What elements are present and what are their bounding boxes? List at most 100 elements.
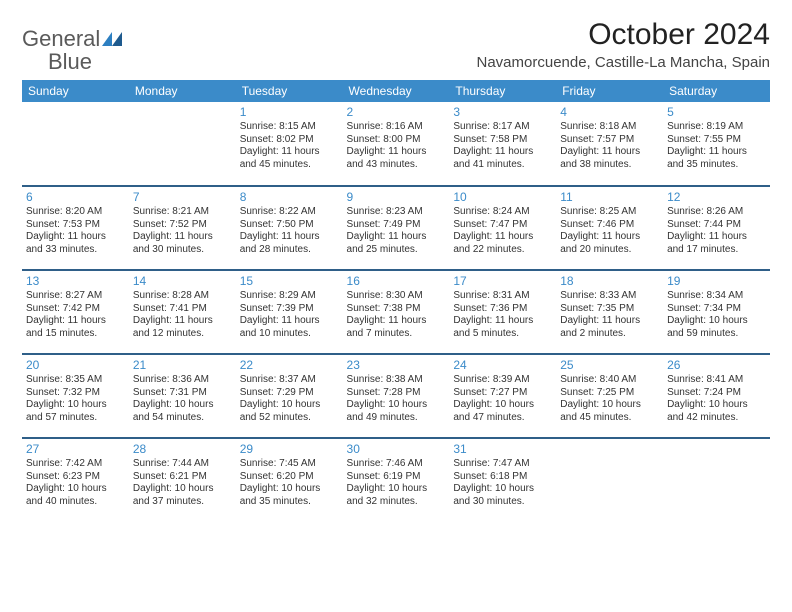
daylight-line: Daylight: 11 hours and 33 minutes. [26, 231, 125, 256]
day-number: 22 [240, 358, 339, 373]
calendar-day-cell: 25Sunrise: 8:40 AMSunset: 7:25 PMDayligh… [556, 354, 663, 438]
day-number: 21 [133, 358, 232, 373]
sunset-line: Sunset: 7:24 PM [667, 387, 766, 400]
day-number: 24 [453, 358, 552, 373]
sunrise-line: Sunrise: 7:44 AM [133, 458, 232, 471]
day-number: 8 [240, 190, 339, 205]
sunrise-line: Sunrise: 8:38 AM [347, 374, 446, 387]
day-number: 23 [347, 358, 446, 373]
calendar-empty-cell [129, 102, 236, 186]
day-header: Wednesday [343, 80, 450, 102]
day-header: Sunday [22, 80, 129, 102]
sunrise-line: Sunrise: 8:21 AM [133, 206, 232, 219]
month-title: October 2024 [477, 18, 771, 52]
daylight-line: Daylight: 11 hours and 22 minutes. [453, 231, 552, 256]
calendar-day-cell: 2Sunrise: 8:16 AMSunset: 8:00 PMDaylight… [343, 102, 450, 186]
calendar-day-cell: 10Sunrise: 8:24 AMSunset: 7:47 PMDayligh… [449, 186, 556, 270]
daylight-line: Daylight: 11 hours and 38 minutes. [560, 146, 659, 171]
sunset-line: Sunset: 8:02 PM [240, 134, 339, 147]
day-number: 25 [560, 358, 659, 373]
sunset-line: Sunset: 6:18 PM [453, 471, 552, 484]
day-number: 9 [347, 190, 446, 205]
sunrise-line: Sunrise: 8:30 AM [347, 290, 446, 303]
sunrise-line: Sunrise: 8:33 AM [560, 290, 659, 303]
sunset-line: Sunset: 6:21 PM [133, 471, 232, 484]
calendar-day-cell: 5Sunrise: 8:19 AMSunset: 7:55 PMDaylight… [663, 102, 770, 186]
day-number: 28 [133, 442, 232, 457]
sunrise-line: Sunrise: 8:23 AM [347, 206, 446, 219]
sunrise-line: Sunrise: 8:40 AM [560, 374, 659, 387]
calendar-week-row: 13Sunrise: 8:27 AMSunset: 7:42 PMDayligh… [22, 270, 770, 354]
daylight-line: Daylight: 11 hours and 43 minutes. [347, 146, 446, 171]
calendar-day-cell: 21Sunrise: 8:36 AMSunset: 7:31 PMDayligh… [129, 354, 236, 438]
day-number: 1 [240, 105, 339, 120]
calendar-table: SundayMondayTuesdayWednesdayThursdayFrid… [22, 80, 770, 522]
day-number: 11 [560, 190, 659, 205]
logo-mark-icon [102, 32, 122, 51]
sunrise-line: Sunrise: 8:29 AM [240, 290, 339, 303]
calendar-day-cell: 28Sunrise: 7:44 AMSunset: 6:21 PMDayligh… [129, 438, 236, 522]
sunrise-line: Sunrise: 8:26 AM [667, 206, 766, 219]
calendar-day-cell: 7Sunrise: 8:21 AMSunset: 7:52 PMDaylight… [129, 186, 236, 270]
calendar-body: 1Sunrise: 8:15 AMSunset: 8:02 PM Daylight… [22, 102, 770, 522]
sunset-line: Sunset: 7:27 PM [453, 387, 552, 400]
logo-text: General Blue [22, 28, 122, 74]
daylight-line: Daylight: 10 hours and 42 minutes. [667, 399, 766, 424]
title-block: October 2024 Navamorcuende, Castille-La … [477, 18, 771, 71]
sunrise-line: Sunrise: 8:22 AM [240, 206, 339, 219]
calendar-day-cell: 3Sunrise: 8:17 AMSunset: 7:58 PMDaylight… [449, 102, 556, 186]
calendar-day-cell: 29Sunrise: 7:45 AMSunset: 6:20 PMDayligh… [236, 438, 343, 522]
daylight-line: Daylight: 11 hours and 10 minutes. [240, 315, 339, 340]
calendar-week-row: 1Sunrise: 8:15 AMSunset: 8:02 PM Daylight… [22, 102, 770, 186]
day-number: 13 [26, 274, 125, 289]
daylight-line: Daylight: 11 hours and 12 minutes. [133, 315, 232, 340]
sunset-line: Sunset: 7:57 PM [560, 134, 659, 147]
daylight-line: Daylight: 11 hours and 41 minutes. [453, 146, 552, 171]
day-number: 6 [26, 190, 125, 205]
calendar-day-cell: 9Sunrise: 8:23 AMSunset: 7:49 PMDaylight… [343, 186, 450, 270]
day-header: Tuesday [236, 80, 343, 102]
daylight-line: Daylight: 11 hours and 15 minutes. [26, 315, 125, 340]
sunset-line: Sunset: 7:31 PM [133, 387, 232, 400]
day-header: Friday [556, 80, 663, 102]
day-number: 3 [453, 105, 552, 120]
sunset-line: Sunset: 6:23 PM [26, 471, 125, 484]
day-number: 4 [560, 105, 659, 120]
day-number: 16 [347, 274, 446, 289]
sunrise-line: Sunrise: 8:15 AM [240, 121, 339, 134]
day-number: 29 [240, 442, 339, 457]
day-number: 5 [667, 105, 766, 120]
sunrise-line: Sunrise: 8:24 AM [453, 206, 552, 219]
sunrise-line: Sunrise: 8:18 AM [560, 121, 659, 134]
daylight-line: Daylight: 11 hours and 17 minutes. [667, 231, 766, 256]
sunset-line: Sunset: 7:47 PM [453, 219, 552, 232]
daylight-line: Daylight: 10 hours and 59 minutes. [667, 315, 766, 340]
calendar-day-cell: 14Sunrise: 8:28 AMSunset: 7:41 PMDayligh… [129, 270, 236, 354]
sunset-line: Sunset: 7:29 PM [240, 387, 339, 400]
day-header: Saturday [663, 80, 770, 102]
daylight-line: Daylight: 11 hours and 5 minutes. [453, 315, 552, 340]
daylight-line: Daylight: 10 hours and 45 minutes. [560, 399, 659, 424]
sunset-line: Sunset: 8:00 PM [347, 134, 446, 147]
header: General Blue October 2024 Navamorcuende,… [22, 18, 770, 74]
daylight-line: Daylight: 11 hours and 28 minutes. [240, 231, 339, 256]
sunset-line: Sunset: 7:38 PM [347, 303, 446, 316]
sunrise-line: Sunrise: 8:27 AM [26, 290, 125, 303]
daylight-line: Daylight: 10 hours and 30 minutes. [453, 483, 552, 508]
sunset-line: Sunset: 7:28 PM [347, 387, 446, 400]
sunrise-line: Sunrise: 8:16 AM [347, 121, 446, 134]
calendar-empty-cell [556, 438, 663, 522]
location: Navamorcuende, Castille-La Mancha, Spain [477, 54, 771, 71]
calendar-day-cell: 19Sunrise: 8:34 AMSunset: 7:34 PMDayligh… [663, 270, 770, 354]
sunrise-line: Sunrise: 8:34 AM [667, 290, 766, 303]
brand-logo: General Blue [22, 18, 122, 74]
daylight-line: Daylight: 11 hours and 30 minutes. [133, 231, 232, 256]
calendar-day-cell: 26Sunrise: 8:41 AMSunset: 7:24 PMDayligh… [663, 354, 770, 438]
sunset-line: Sunset: 7:44 PM [667, 219, 766, 232]
calendar-day-cell: 13Sunrise: 8:27 AMSunset: 7:42 PMDayligh… [22, 270, 129, 354]
sunset-line: Sunset: 6:20 PM [240, 471, 339, 484]
sunset-line: Sunset: 7:58 PM [453, 134, 552, 147]
sunset-line: Sunset: 7:36 PM [453, 303, 552, 316]
calendar-day-cell: 18Sunrise: 8:33 AMSunset: 7:35 PMDayligh… [556, 270, 663, 354]
calendar-day-cell: 15Sunrise: 8:29 AMSunset: 7:39 PMDayligh… [236, 270, 343, 354]
